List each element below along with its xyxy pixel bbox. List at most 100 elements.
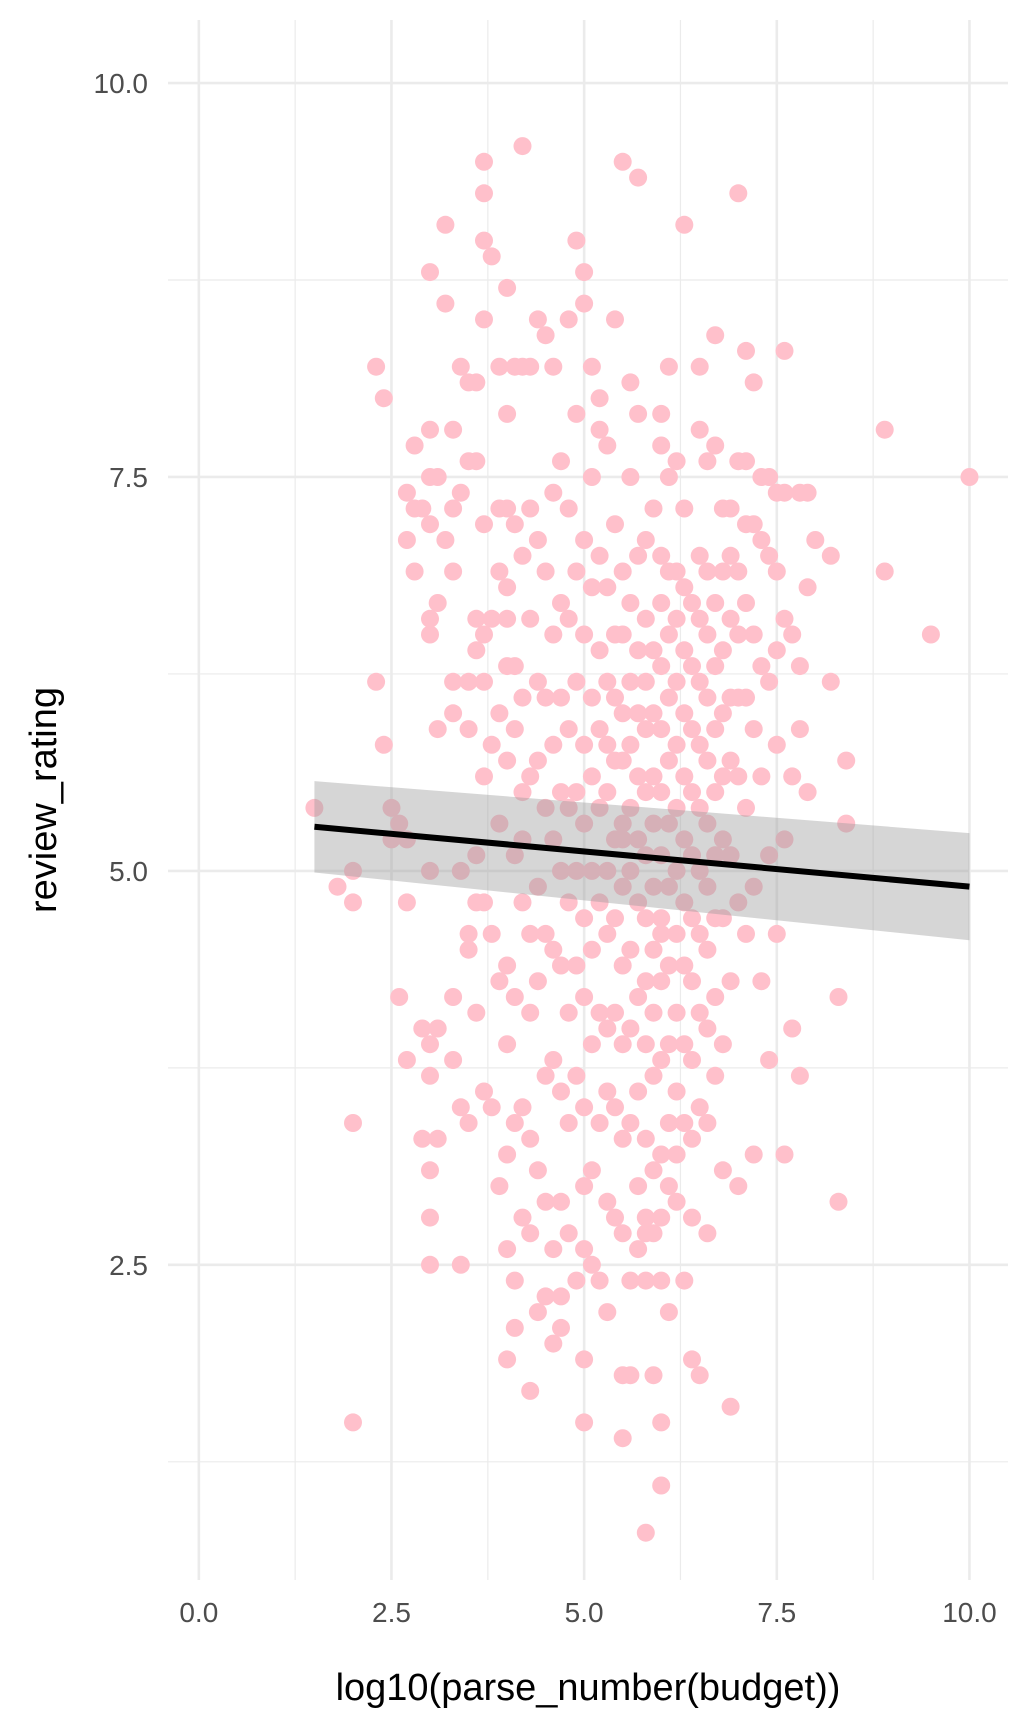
data-point (837, 751, 856, 770)
data-point (790, 720, 809, 739)
data-point (683, 657, 701, 676)
data-point (667, 861, 686, 880)
data-point (528, 310, 547, 329)
data-point (613, 830, 632, 849)
data-point (590, 1114, 609, 1132)
data-point (536, 1287, 555, 1306)
data-point (629, 1240, 648, 1259)
data-point (675, 893, 694, 912)
data-point (667, 672, 686, 691)
data-point (428, 594, 447, 612)
data-point (552, 861, 570, 880)
data-point (498, 1240, 517, 1259)
data-point (559, 609, 578, 628)
data-point (582, 357, 601, 376)
data-point (644, 499, 663, 518)
data-point (713, 1035, 732, 1054)
data-point (767, 924, 786, 943)
data-point (783, 625, 802, 644)
data-point (775, 609, 794, 628)
data-point (760, 1051, 779, 1069)
data-point (698, 625, 717, 644)
data-point (498, 1145, 517, 1164)
data-point (921, 625, 940, 644)
data-point (575, 988, 594, 1006)
data-point (706, 1066, 725, 1085)
data-point (498, 956, 517, 975)
data-point (606, 515, 624, 534)
data-point (582, 861, 601, 880)
grid-minor (168, 20, 1008, 1580)
data-point (621, 373, 640, 392)
data-point (451, 357, 470, 376)
data-point (613, 877, 632, 896)
data-point (744, 373, 763, 392)
data-point (428, 720, 447, 739)
data-point (590, 893, 609, 912)
data-point (713, 1161, 732, 1180)
data-point (544, 357, 563, 376)
data-point (636, 1523, 655, 1542)
data-point (451, 1255, 470, 1274)
data-point (498, 751, 517, 770)
data-point (467, 452, 486, 471)
data-point (821, 546, 840, 565)
data-point (675, 1114, 694, 1132)
data-point (621, 672, 640, 691)
data-point (737, 594, 755, 612)
data-point (521, 767, 540, 786)
data-point (505, 657, 524, 676)
data-point (344, 893, 362, 912)
data-point (498, 1035, 517, 1054)
data-point (513, 783, 532, 802)
data-point (606, 1208, 624, 1227)
data-point (821, 672, 840, 691)
data-point (559, 310, 578, 329)
data-point (737, 798, 755, 817)
data-point (644, 1161, 663, 1180)
data-point (613, 1035, 632, 1054)
data-point (459, 672, 478, 691)
data-point (575, 1177, 594, 1196)
y-axis-tick-labels: 2.5 5.0 7.5 10.0 (94, 68, 149, 1281)
data-point (636, 972, 655, 991)
data-point (690, 735, 709, 754)
data-point (482, 735, 501, 754)
data-point (659, 1303, 678, 1322)
data-point (644, 814, 663, 833)
x-tick-label: 10.0 (942, 1597, 997, 1628)
data-point (667, 924, 686, 943)
data-point (559, 893, 578, 912)
data-point (629, 1082, 648, 1101)
y-tick-label: 10.0 (94, 68, 149, 99)
data-point (683, 1129, 701, 1148)
data-point (521, 1129, 540, 1148)
data-point (582, 688, 601, 707)
data-point (459, 924, 478, 943)
data-point (582, 468, 601, 486)
data-point (498, 278, 517, 297)
data-point (421, 515, 439, 534)
data-point (613, 1224, 632, 1243)
data-point (659, 468, 678, 486)
data-point (644, 1003, 663, 1022)
data-point (567, 783, 586, 802)
scatter-points (305, 137, 979, 1542)
data-point (621, 1366, 640, 1385)
data-point (729, 184, 748, 203)
data-point (690, 672, 709, 691)
data-point (644, 704, 663, 723)
data-point (683, 1208, 701, 1227)
data-point (767, 641, 786, 660)
data-point (744, 515, 763, 534)
data-point (675, 704, 694, 723)
data-point (721, 1397, 740, 1416)
y-tick-label: 2.5 (109, 1250, 148, 1281)
data-point (667, 1082, 686, 1101)
data-point (467, 1003, 486, 1022)
data-point (829, 1192, 848, 1211)
data-point (598, 672, 617, 691)
data-point (621, 861, 640, 880)
data-point (367, 672, 386, 691)
data-point (421, 861, 439, 880)
